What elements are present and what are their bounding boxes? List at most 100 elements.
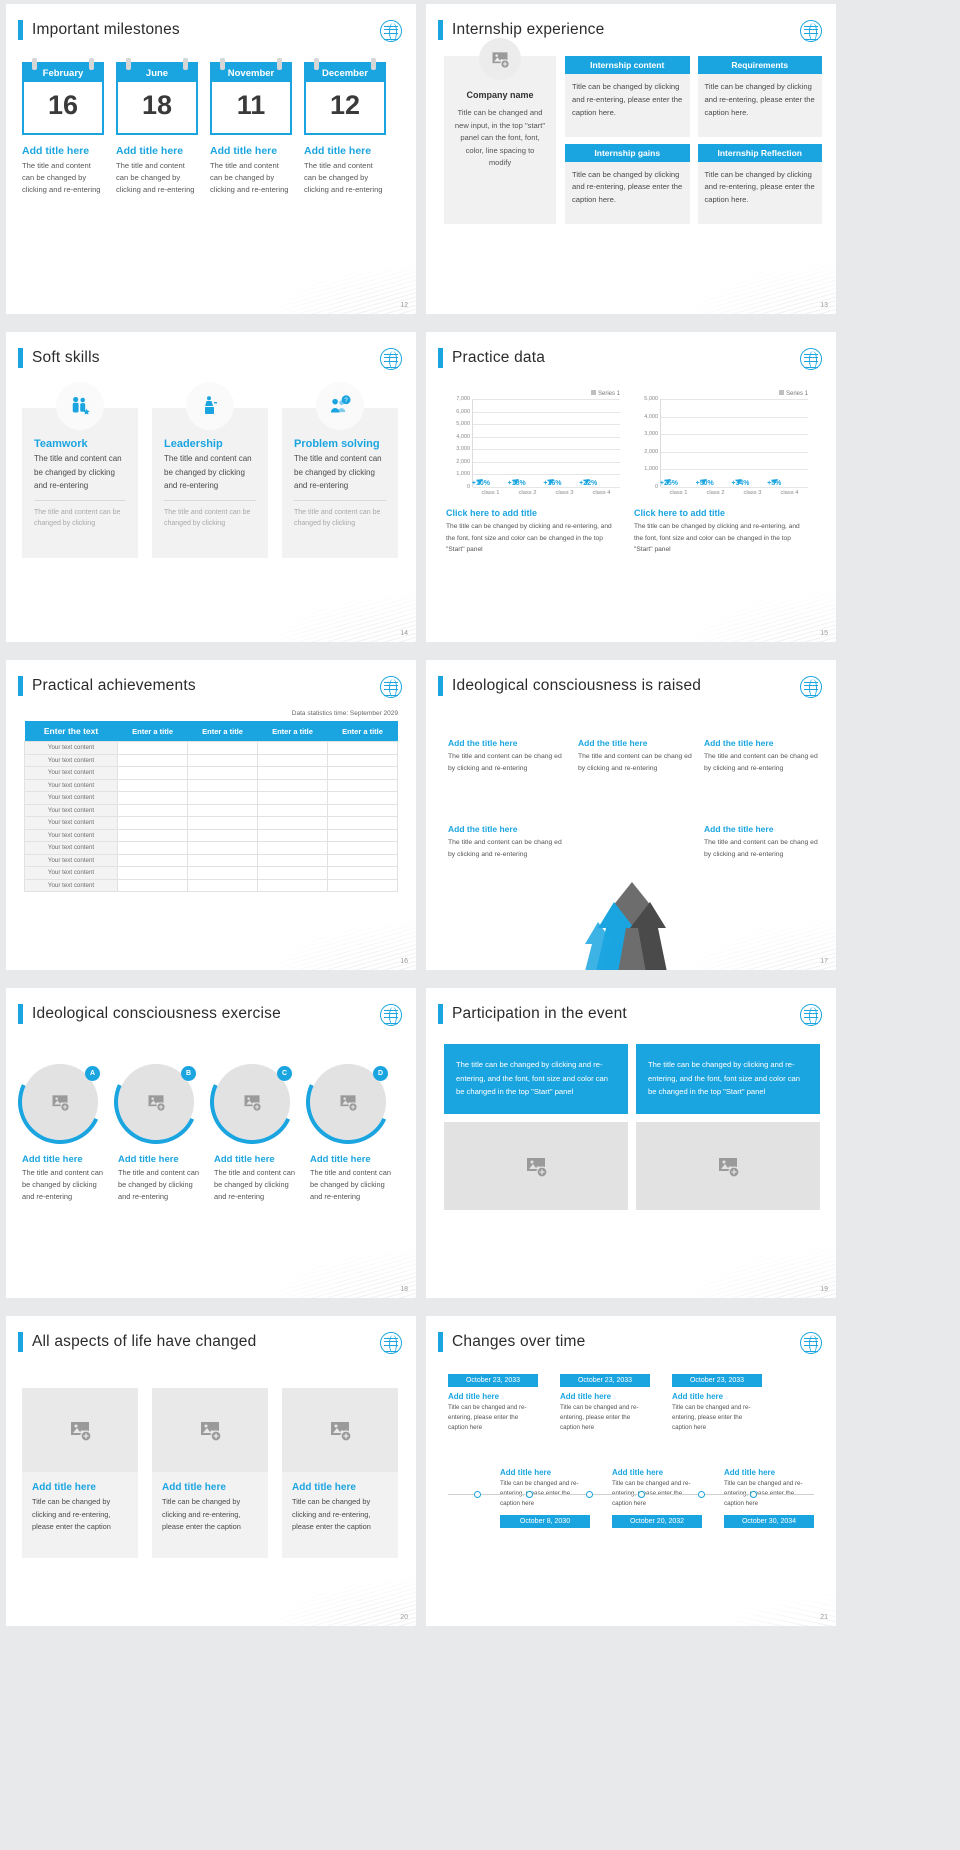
timeline-card[interactable]: Add title here Title can be changed and … xyxy=(612,1463,702,1528)
table-cell[interactable] xyxy=(326,816,399,830)
table-cell[interactable] xyxy=(187,878,259,892)
slide-ideological-raised[interactable]: Ideological consciousness is raised Add … xyxy=(426,660,836,970)
circle-card[interactable]: B Add title here The title and content c… xyxy=(102,1048,210,1203)
chart-block-2[interactable]: Series 1 0 1,000 2,000 3,000 4,000 5,000 ➤ +25… xyxy=(634,390,808,556)
table-row[interactable]: Your text content xyxy=(23,778,399,792)
chart-block-1[interactable]: Series 1 0 1,000 2,000 3,000 4,000 5,000 6,000… xyxy=(446,390,620,556)
table-cell[interactable] xyxy=(257,878,328,892)
timeline-card[interactable]: October 23, 2033 Add title here Title ca… xyxy=(672,1374,762,1433)
event-text-box[interactable]: The title can be changed by clicking and… xyxy=(636,1044,820,1114)
slide-life-changed[interactable]: All aspects of life have changed Add tit… xyxy=(6,1316,416,1626)
image-placeholder-icon[interactable] xyxy=(22,1388,138,1472)
table-cell[interactable] xyxy=(117,753,189,767)
table-cell[interactable] xyxy=(117,803,189,817)
slide-participation-event[interactable]: Participation in the event The title can… xyxy=(426,988,836,1298)
table-cell[interactable] xyxy=(326,866,399,880)
table-cell[interactable] xyxy=(187,778,259,792)
table-cell[interactable] xyxy=(117,741,189,755)
ideology-cell[interactable]: Add the title here The title and content… xyxy=(578,738,696,775)
slide-ideological-exercise[interactable]: Ideological consciousness exercise A Add… xyxy=(6,988,416,1298)
table-cell[interactable] xyxy=(187,741,259,755)
table-row[interactable]: Your text content xyxy=(23,816,399,830)
table-cell-label[interactable]: Your text content xyxy=(23,841,119,855)
table-cell[interactable] xyxy=(326,841,399,855)
table-cell-label[interactable]: Your text content xyxy=(23,753,119,767)
table-cell[interactable] xyxy=(117,828,189,842)
image-placeholder-icon[interactable] xyxy=(636,1122,820,1210)
milestone-item[interactable]: November 11 Add title here The title and… xyxy=(210,58,292,195)
life-card[interactable]: Add title here Title can be changed by c… xyxy=(152,1388,268,1558)
table-column-header[interactable]: Enter the text xyxy=(24,721,118,742)
image-placeholder-icon[interactable] xyxy=(282,1388,398,1472)
milestone-item[interactable]: December 12 Add title here The title and… xyxy=(304,58,386,195)
table-row[interactable]: Your text content xyxy=(23,803,399,817)
table-row[interactable]: Your text content xyxy=(23,753,399,767)
ideology-cell[interactable]: Add the title here The title and content… xyxy=(704,738,822,775)
table-cell[interactable] xyxy=(187,753,259,767)
table-cell[interactable] xyxy=(257,778,328,792)
milestone-item[interactable]: February 16 Add title here The title and… xyxy=(22,58,104,195)
slide-changes-over-time[interactable]: Changes over time October 23, 2033 Add t… xyxy=(426,1316,836,1626)
circle-card[interactable]: D Add title here The title and content c… xyxy=(294,1048,402,1203)
life-card[interactable]: Add title here Title can be changed by c… xyxy=(282,1388,398,1558)
table-cell[interactable] xyxy=(257,803,328,817)
table-cell[interactable] xyxy=(257,866,328,880)
table-cell[interactable] xyxy=(257,828,328,842)
table-cell-label[interactable]: Your text content xyxy=(23,878,119,892)
slide-important-milestones[interactable]: Important milestones February 16 Add tit… xyxy=(6,4,416,314)
event-text-box[interactable]: The title can be changed by clicking and… xyxy=(444,1044,628,1114)
image-placeholder-icon[interactable] xyxy=(22,1064,98,1140)
circle-card[interactable]: C Add title here The title and content c… xyxy=(198,1048,306,1203)
timeline-card[interactable]: Add title here Title can be changed and … xyxy=(724,1463,814,1528)
internship-box[interactable]: Internship gains Title can be changed by… xyxy=(565,143,690,224)
table-cell[interactable] xyxy=(257,741,328,755)
table-cell[interactable] xyxy=(326,853,399,867)
timeline-card[interactable]: October 23, 2033 Add title here Title ca… xyxy=(560,1374,650,1433)
table-cell[interactable] xyxy=(257,791,328,805)
image-placeholder-icon[interactable] xyxy=(479,38,521,80)
table-cell-label[interactable]: Your text content xyxy=(23,866,119,880)
table-cell[interactable] xyxy=(326,878,399,892)
slide-practical-achievements[interactable]: Practical achievements Data statistics t… xyxy=(6,660,416,970)
table-cell[interactable] xyxy=(117,778,189,792)
table-row[interactable]: Your text content xyxy=(23,741,399,755)
table-row[interactable]: Your text content xyxy=(23,853,399,867)
table-cell[interactable] xyxy=(117,816,189,830)
table-cell-label[interactable]: Your text content xyxy=(23,803,119,817)
table-cell[interactable] xyxy=(257,816,328,830)
table-row[interactable]: Your text content xyxy=(23,878,399,892)
table-cell[interactable] xyxy=(117,866,189,880)
table-row[interactable]: Your text content xyxy=(23,766,399,780)
skill-card[interactable]: ? Problem solving The title and content … xyxy=(282,382,398,558)
table-row[interactable]: Your text content xyxy=(23,828,399,842)
table-cell-label[interactable]: Your text content xyxy=(23,816,119,830)
table-cell[interactable] xyxy=(257,841,328,855)
table-cell[interactable] xyxy=(326,828,399,842)
table-cell[interactable] xyxy=(117,766,189,780)
table-cell[interactable] xyxy=(326,778,399,792)
slide-practice-data[interactable]: Practice data Series 1 0 1,000 2,000 3,000 4… xyxy=(426,332,836,642)
table-cell[interactable] xyxy=(187,828,259,842)
table-cell[interactable] xyxy=(117,853,189,867)
skill-card[interactable]: Teamwork The title and content can be ch… xyxy=(22,382,138,558)
table-row[interactable]: Your text content xyxy=(23,791,399,805)
image-placeholder-icon[interactable] xyxy=(214,1064,290,1140)
table-cell[interactable] xyxy=(257,753,328,767)
table-cell[interactable] xyxy=(117,878,189,892)
image-placeholder-icon[interactable] xyxy=(310,1064,386,1140)
table-cell-label[interactable]: Your text content xyxy=(23,791,119,805)
table-cell-label[interactable]: Your text content xyxy=(23,766,119,780)
table-cell[interactable] xyxy=(187,866,259,880)
table-column-header[interactable]: Enter a title xyxy=(327,721,398,742)
table-cell[interactable] xyxy=(326,741,399,755)
table-cell[interactable] xyxy=(117,791,189,805)
timeline-card[interactable]: Add title here Title can be changed and … xyxy=(500,1463,590,1528)
table-cell[interactable] xyxy=(187,816,259,830)
timeline-card[interactable]: October 23, 2033 Add title here Title ca… xyxy=(448,1374,538,1433)
slide-soft-skills[interactable]: Soft skills Teamwork The title and conte… xyxy=(6,332,416,642)
table-cell[interactable] xyxy=(187,853,259,867)
slide-internship-experience[interactable]: Internship experience Company name Title… xyxy=(426,4,836,314)
table-column-header[interactable]: Enter a title xyxy=(117,721,188,742)
table-column-header[interactable]: Enter a title xyxy=(187,721,258,742)
company-card[interactable]: Company name Title can be changed and ne… xyxy=(444,38,556,224)
